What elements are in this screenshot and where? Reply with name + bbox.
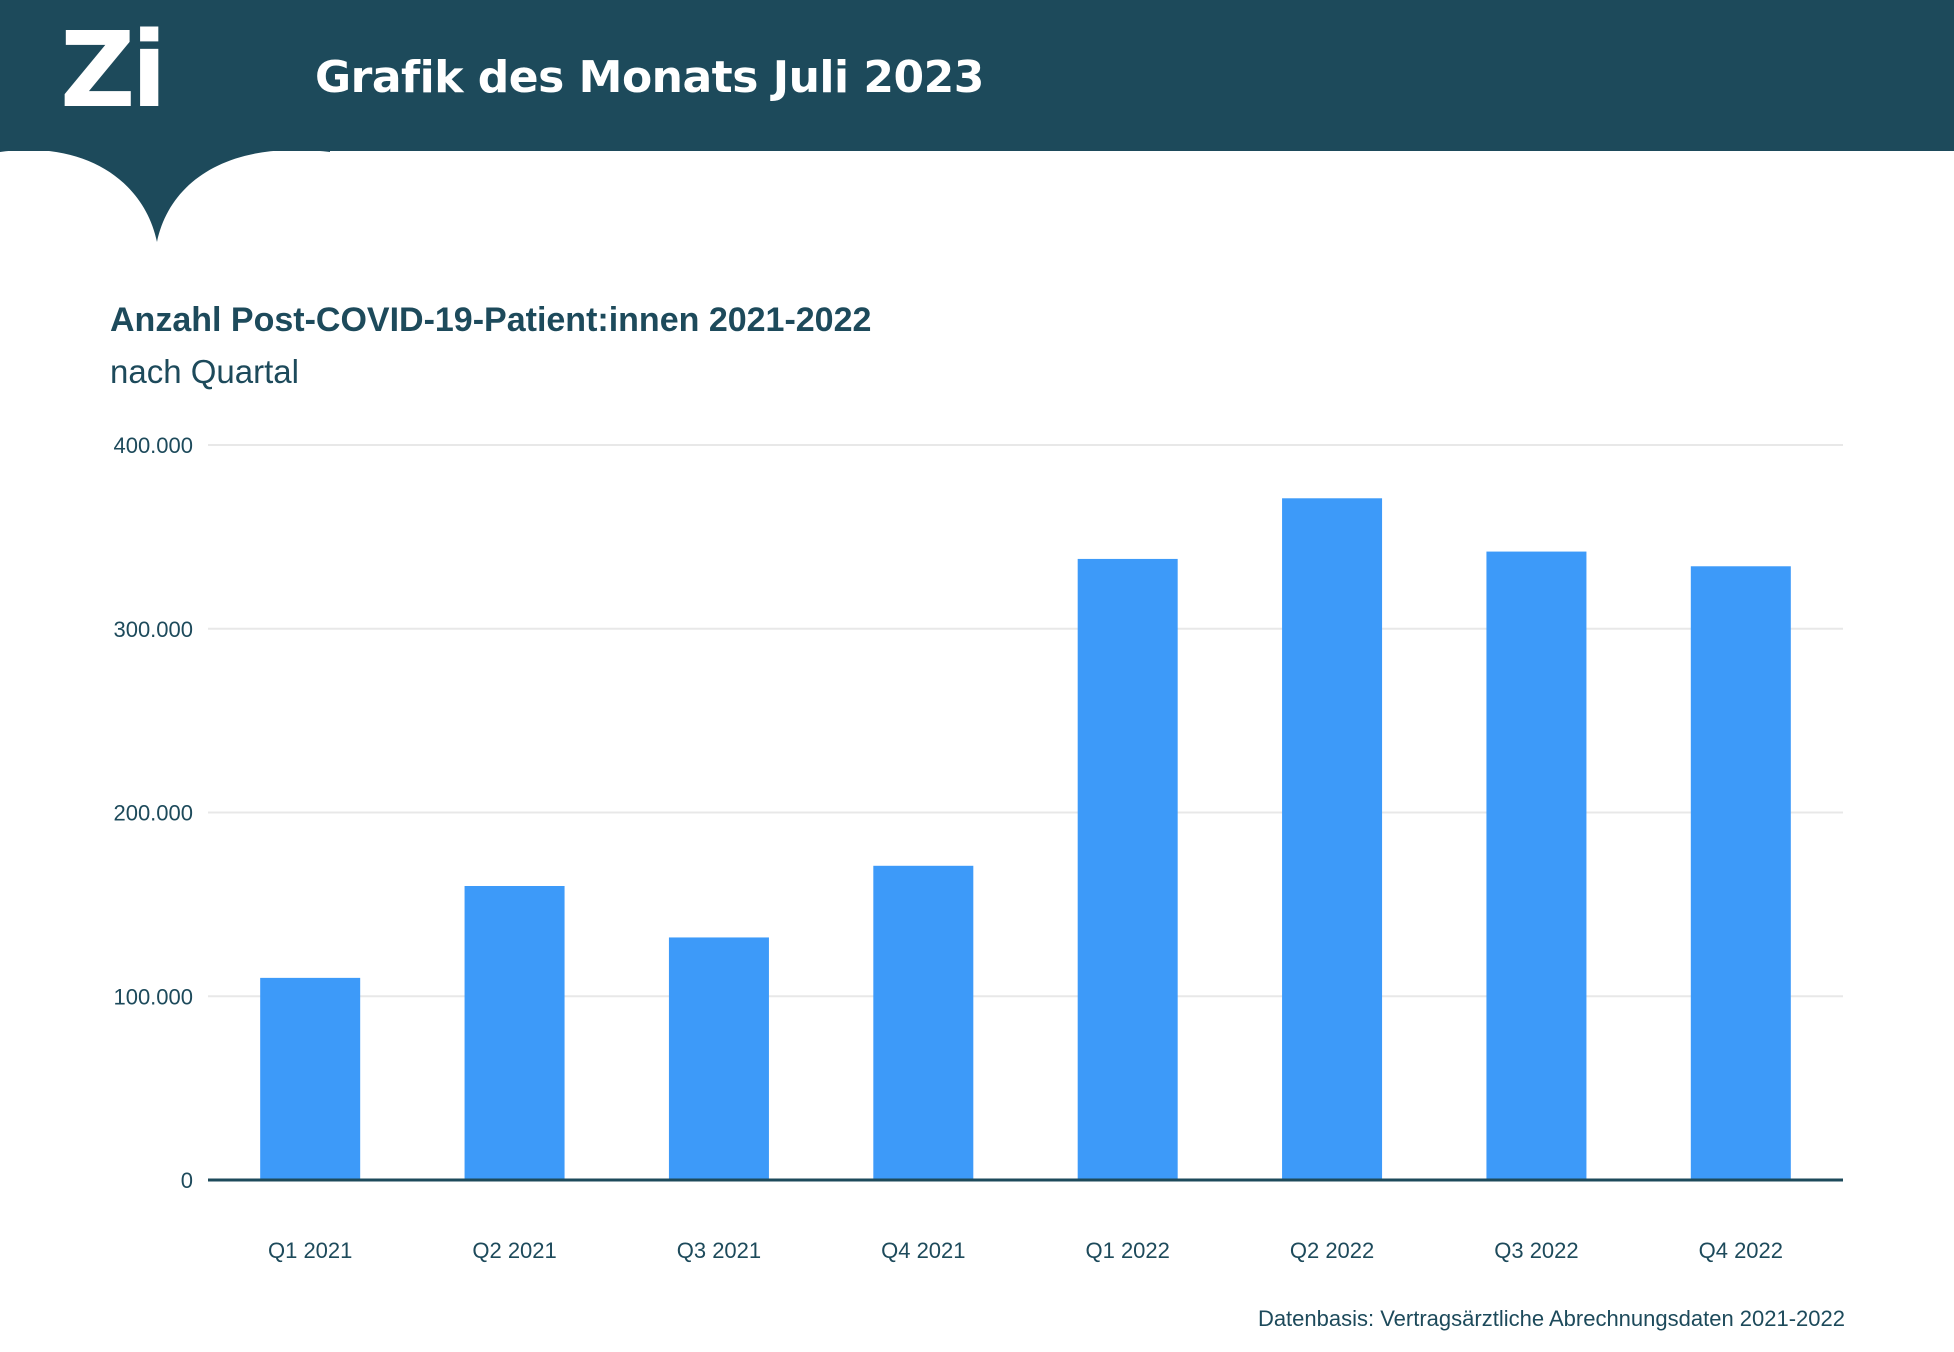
y-tick-label: 300.000 xyxy=(113,617,193,642)
y-tick-label: 0 xyxy=(181,1168,193,1193)
source-note: Datenbasis: Vertragsärztliche Abrechnung… xyxy=(1257,1306,1845,1331)
header-title: Grafik des Monats Juli 2023 xyxy=(315,52,984,103)
bar xyxy=(1486,551,1587,1180)
y-tick-label: 400.000 xyxy=(113,433,193,458)
header-band xyxy=(0,0,1954,151)
bar xyxy=(873,865,974,1180)
zi-logo: Zi xyxy=(60,9,167,131)
bar xyxy=(1282,498,1383,1181)
x-tick-label: Q2 2021 xyxy=(472,1238,556,1263)
chart-subtitle: nach Quartal xyxy=(110,353,299,390)
bar xyxy=(1690,566,1791,1180)
y-tick-label: 200.000 xyxy=(113,801,193,826)
x-tick-label: Q4 2022 xyxy=(1699,1238,1783,1263)
bar xyxy=(668,937,769,1180)
x-tick-label: Q3 2021 xyxy=(677,1238,761,1263)
chart-title: Anzahl Post-COVID-19-Patient:innen 2021-… xyxy=(110,301,872,339)
x-tick-label: Q1 2022 xyxy=(1085,1238,1169,1263)
logo-drop-shape xyxy=(0,150,330,242)
y-tick-label: 100.000 xyxy=(113,984,193,1009)
x-tick-label: Q3 2022 xyxy=(1494,1238,1578,1263)
x-tick-label: Q1 2021 xyxy=(268,1238,352,1263)
x-tick-label: Q4 2021 xyxy=(881,1238,965,1263)
bar xyxy=(260,977,361,1180)
x-tick-label: Q2 2022 xyxy=(1290,1238,1374,1263)
bar xyxy=(464,886,565,1180)
bar xyxy=(1077,558,1178,1180)
